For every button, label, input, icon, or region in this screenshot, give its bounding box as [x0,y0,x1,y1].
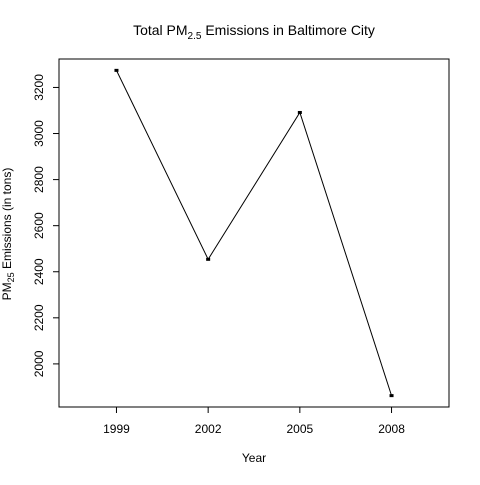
data-series [114,68,394,398]
y-tick-label: 3000 [32,120,46,147]
chart-title-prefix: Total PM [133,22,187,38]
data-point [297,110,302,114]
y-tick-label: 2400 [32,258,46,285]
y-axis-label-subscript: 25 [6,272,16,282]
data-point [114,68,119,72]
y-tick-label: 3200 [32,74,46,101]
y-axis-label: PM25 Emissions (in tons) [0,168,16,301]
chart-title-subscript: 2.5 [188,31,202,42]
chart-title-suffix: Emissions in Baltimore City [201,22,375,38]
y-axis-label-suffix: Emissions (in tons) [0,168,14,273]
y-tick-label: 2200 [32,304,46,331]
y-tick-label: 2600 [32,212,46,239]
axes: 1999 2002 2005 2008 2000 2200 2400 2600 2800 3000… [32,58,450,436]
series-line [116,70,393,396]
plot-frame [58,58,450,408]
x-tick-label: 2005 [286,422,313,436]
x-axis-label: Year [242,451,266,465]
data-point [206,257,211,261]
y-tick-label: 2000 [32,350,46,377]
y-tick-label: 2800 [32,166,46,193]
x-tick-label: 2002 [195,422,222,436]
x-tick-label: 1999 [103,422,130,436]
x-tick-label: 2008 [378,422,405,436]
chart-title: Total PM2.5 Emissions in Baltimore City [133,22,375,42]
data-point [389,394,394,398]
y-axis-label-prefix: PM [0,282,14,300]
